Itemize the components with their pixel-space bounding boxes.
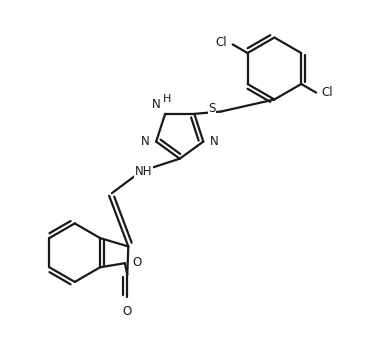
Text: H: H: [163, 94, 171, 104]
Text: N: N: [141, 135, 150, 148]
Text: S: S: [209, 102, 216, 115]
Text: Cl: Cl: [216, 36, 228, 49]
Text: Cl: Cl: [321, 86, 333, 99]
Text: NH: NH: [135, 165, 152, 178]
Text: O: O: [123, 305, 132, 318]
Text: N: N: [209, 135, 218, 148]
Text: N: N: [152, 98, 161, 111]
Text: O: O: [132, 256, 142, 269]
